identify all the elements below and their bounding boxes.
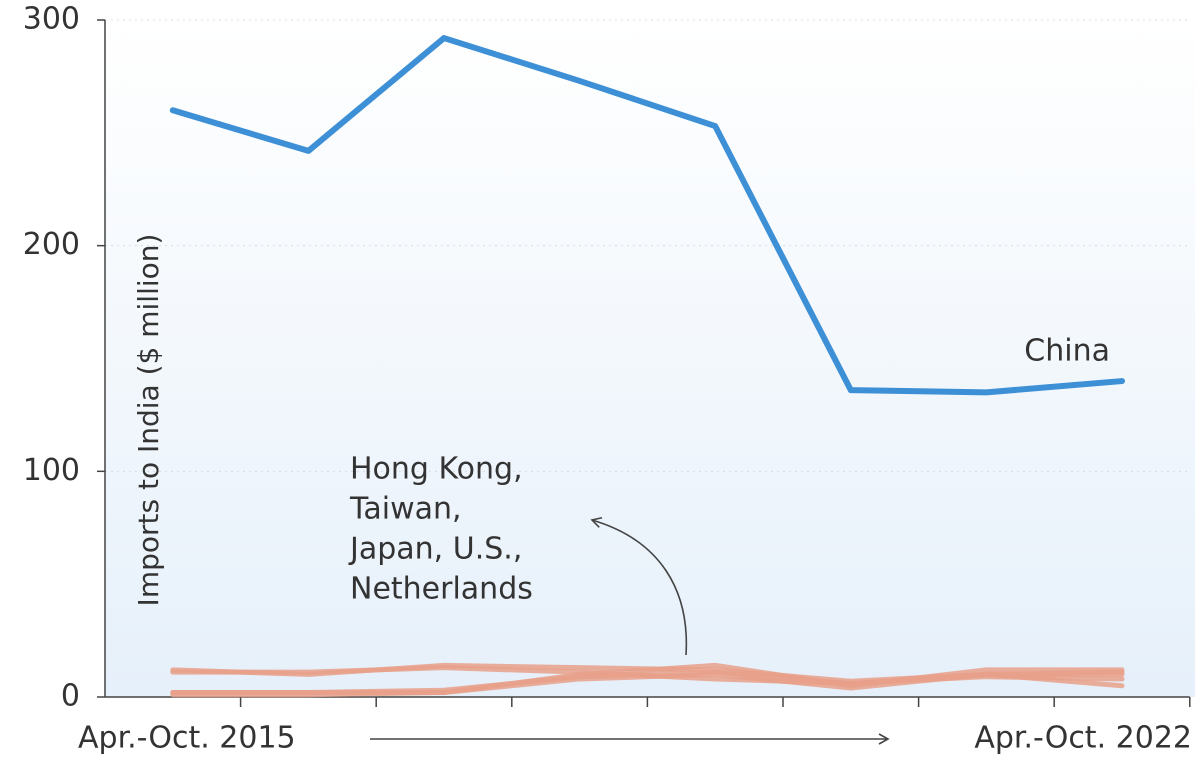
- y-axis-label: Imports to India ($ million): [132, 234, 165, 607]
- annotation-text: Netherlands: [350, 572, 533, 607]
- y-tick-label: 200: [23, 227, 80, 262]
- plot-background: [105, 20, 1195, 697]
- x-tick-label: Apr.-Oct. 2022: [974, 721, 1192, 756]
- y-tick-label: 0: [61, 679, 80, 714]
- y-tick-label: 100: [23, 453, 80, 488]
- annotation-text: Hong Kong,: [350, 452, 523, 487]
- annotation-arrow: [590, 516, 688, 656]
- annotation-text: Japan, U.S.,: [348, 532, 522, 567]
- china-label: China: [1024, 334, 1110, 369]
- annotation-text: Taiwan,: [349, 492, 462, 527]
- y-tick-label: 300: [23, 2, 80, 37]
- china-line: [169, 35, 1125, 396]
- other-line: [170, 662, 1125, 684]
- x-tick-label: Apr.-Oct. 2015: [78, 721, 296, 756]
